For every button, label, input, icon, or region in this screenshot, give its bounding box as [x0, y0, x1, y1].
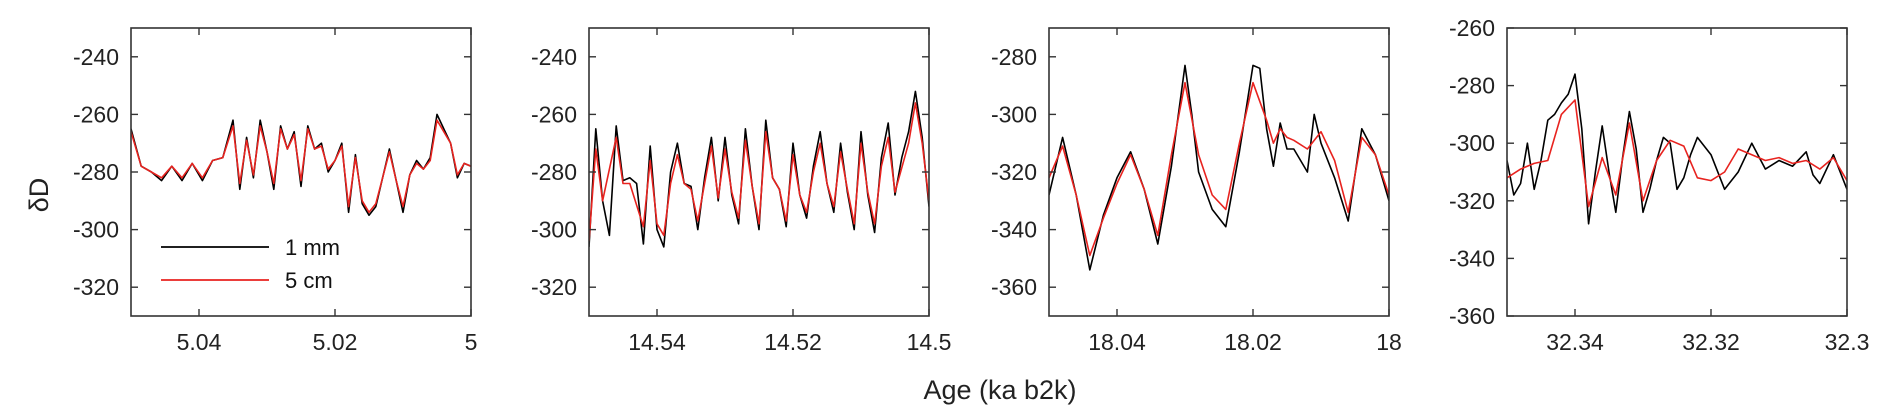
axes-frame	[1506, 27, 1848, 317]
y-tick-label: -260	[73, 101, 119, 127]
y-tick-label: -340	[1449, 245, 1495, 271]
x-tick-label: 14.52	[764, 329, 822, 355]
y-tick-label: -300	[991, 101, 1037, 127]
y-tick-label: -260	[1449, 15, 1495, 41]
panel-2: -240 -260 -280 -300 -320 14.54 14.52 14.5	[531, 27, 952, 355]
chart-panels: -240 -260 -280 -300 -320 5.04 5.02 5 -240 -260 -28…	[73, 15, 1869, 355]
series-line-1-mm	[1507, 73, 1847, 225]
x-tick-label: 5.02	[313, 329, 358, 355]
x-tick-label: 18	[1376, 329, 1402, 355]
y-tick-label: -280	[531, 159, 577, 185]
series-line-5-cm	[1049, 81, 1389, 257]
panel-1: -240 -260 -280 -300 -320 5.04 5.02 5	[73, 27, 478, 355]
x-tick-label: 32.3	[1825, 329, 1870, 355]
series-line-1-mm	[1049, 64, 1389, 271]
x-tick-label: 32.34	[1546, 329, 1604, 355]
y-axis-label: δD	[24, 178, 54, 213]
y-tick-label: -300	[1449, 130, 1495, 156]
x-tick-label: 14.5	[907, 329, 952, 355]
panel-4: -260 -280 -300 -320 -340 -360 32.34 32.32 32.3	[1449, 15, 1869, 355]
x-tick-label: 18.02	[1224, 329, 1282, 355]
legend-label: 1 mm	[285, 235, 340, 260]
y-tick-label: -320	[73, 274, 119, 300]
y-tick-label: -320	[531, 274, 577, 300]
y-tick-label: -280	[991, 44, 1037, 70]
axes-frame	[588, 27, 930, 317]
series-line-1-mm	[131, 113, 471, 216]
y-tick-label: -280	[73, 159, 119, 185]
series-line-5-cm	[131, 119, 471, 214]
y-tick-label: -360	[991, 274, 1037, 300]
y-tick-label: -300	[531, 217, 577, 243]
x-tick-label: 14.54	[628, 329, 686, 355]
series-line-5-cm	[589, 102, 929, 242]
legend-label: 5 cm	[285, 268, 333, 293]
x-axis-label: Age (ka b2k)	[923, 375, 1076, 405]
y-tick-label: -280	[1449, 73, 1495, 99]
y-tick-label: -340	[991, 217, 1037, 243]
y-tick-label: -240	[531, 44, 577, 70]
y-tick-label: -320	[1449, 188, 1495, 214]
x-tick-label: 18.04	[1088, 329, 1146, 355]
y-tick-label: -240	[73, 44, 119, 70]
series-line-5-cm	[1507, 99, 1847, 208]
legend: 1 mm 5 cm	[161, 235, 340, 293]
y-tick-label: -260	[531, 101, 577, 127]
y-tick-label: -360	[1449, 303, 1495, 329]
x-tick-label: 32.32	[1682, 329, 1740, 355]
x-tick-label: 5.04	[177, 329, 222, 355]
y-tick-label: -320	[991, 159, 1037, 185]
panel-3: -280 -300 -320 -340 -360 18.04 18.02 18	[991, 27, 1402, 355]
x-tick-label: 5	[465, 329, 478, 355]
y-tick-label: -300	[73, 217, 119, 243]
